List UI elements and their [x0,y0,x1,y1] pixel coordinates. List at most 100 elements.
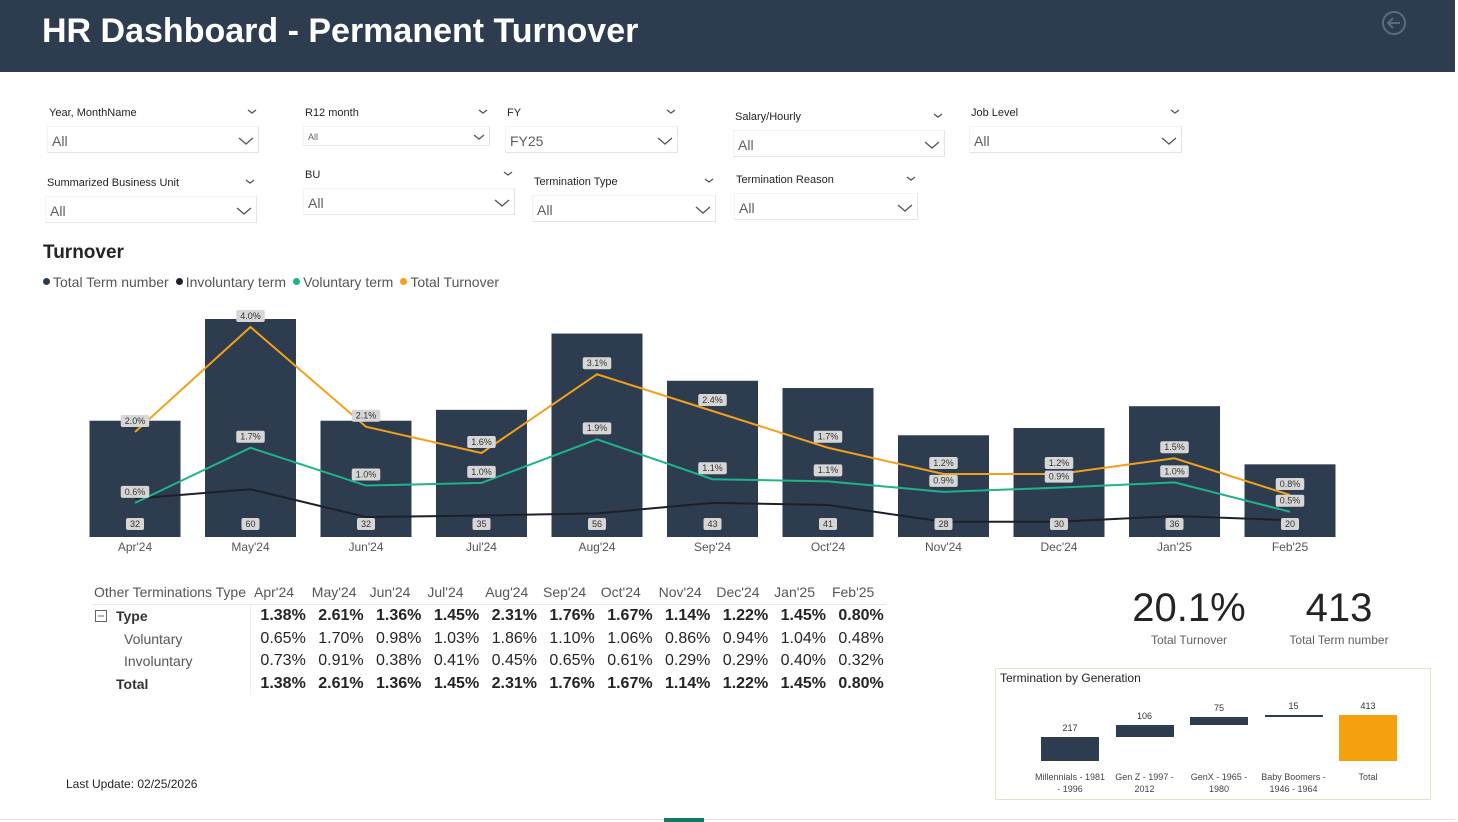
data-label: 75 [1213,702,1224,713]
data-label: 1.7% [240,432,261,442]
table-cell: 1.76% [549,674,595,692]
data-label: 2.1% [356,411,377,421]
row-label: Total [116,675,149,692]
data-label: 2.4% [698,394,727,406]
data-label: 1.2% [933,458,954,468]
data-label: 1.2% [1049,458,1070,468]
data-label-box [813,430,843,443]
slicer[interactable]: Summarized Business Unit All [45,177,257,223]
table-cell: 1.86% [491,629,537,647]
slicer[interactable]: Salary/Hourly All [733,111,945,157]
slicer-dropdown[interactable]: All [45,196,257,223]
data-label-box [1160,465,1189,478]
x-tick-label: Millennials - 1981 - 1996 [1034,772,1106,794]
data-label: 413 [1360,701,1376,711]
slicer-dropdown[interactable]: FY25 [505,126,678,153]
data-label: 32 [361,519,371,529]
table-cell: 0.98% [376,629,422,647]
data-label: 60 [245,519,255,529]
back-button[interactable] [1381,10,1407,36]
data-label-box [120,485,150,498]
data-label: 20 [1280,518,1300,530]
table-cell: 0.61% [607,652,653,670]
row-header: Involuntary [92,650,251,673]
column-header: Apr'24 [250,580,308,605]
x-tick-label: Jul'24 [466,540,497,554]
slicer-dropdown[interactable]: All [303,126,490,146]
column-header: Other Terminations Type [92,580,250,605]
table-cell: 1.06% [607,629,653,647]
slicer[interactable]: Job Level All [969,107,1182,153]
data-label-box [703,518,722,530]
data-label: 20 [1285,519,1295,529]
slicer-dropdown[interactable]: All [47,126,259,153]
data-label: 36 [1169,519,1179,529]
data-label-box [1165,518,1184,530]
data-label-box [698,394,727,406]
table-cell: 1.67% [607,674,653,692]
chevron [503,171,513,176]
table-cell: 2.61% [318,607,364,625]
kpi-label: Total Term number [1289,633,1389,647]
table-cell: 1.36% [376,607,422,625]
data-label-box [582,357,612,370]
table-row: Involuntary 0.73% 0.91% 0.38% 0.41% 0.45% 0.65… [92,650,886,673]
slicer[interactable]: R12 month All [303,107,490,146]
data-label-box [356,518,376,530]
data-label: 35 [472,518,491,530]
slicer-label: Termination Reason [736,174,834,186]
data-label: 0.6% [125,487,146,497]
column-header: Jul'24 [423,580,482,605]
data-label-box [813,464,843,477]
data-label: 106 [1136,711,1153,722]
collapse-icon[interactable] [95,610,107,623]
slicer-label: Year, MonthName [49,107,137,119]
legend-marker [43,278,50,285]
data-label: 41 [823,519,833,529]
table-cell: 0.80% [838,674,884,692]
chevron [933,113,943,118]
slicer-value: All [537,201,553,218]
x-tick-label: Sep'24 [694,540,731,554]
slicer[interactable]: Termination Type All [532,176,716,222]
active-page-tab[interactable] [664,818,704,822]
slicer[interactable]: Termination Reason All [734,174,918,220]
data-label: 1.5% [1160,441,1189,454]
table-cell: 2.61% [318,674,364,692]
slicer[interactable]: Year, MonthName All [47,107,259,153]
slicer[interactable]: BU All [303,169,515,215]
data-label-box [929,457,958,469]
table-cell: 0.45% [491,652,537,670]
data-label-box [587,518,607,530]
data-label: 15 [1288,701,1299,711]
slicer-dropdown[interactable]: All [734,193,918,220]
slicer[interactable]: FY FY25 [505,107,678,153]
data-label: 35 [476,519,486,529]
column-header: Feb'25 [827,580,886,605]
data-label: 1.0% [467,465,496,478]
table-cell: 1.45% [433,674,480,692]
chevron [478,109,488,114]
data-label: 2.4% [702,395,723,405]
data-label-box [1275,494,1305,507]
data-label: 28 [934,518,953,530]
chevron [897,204,913,212]
row-header: Type [92,604,251,628]
table-cell: 0.29% [665,652,711,670]
line [134,325,1291,496]
slicer-value: All [974,132,990,149]
x-tick-label: Jan'25 [1157,540,1192,554]
data-label-box [1160,441,1189,454]
legend-label: Total Term number [53,274,169,290]
slicer-dropdown[interactable]: All [303,188,515,215]
x-tick-label: Baby Boomers - 1946 - 1964 [1261,772,1326,794]
table-cell: 1.22% [722,607,769,625]
slicer-dropdown[interactable]: All [532,195,716,222]
x-tick-label: GenX - 1965 - 1980 [1190,772,1248,794]
data-label: 217 [1062,722,1078,733]
data-label: 1.1% [698,462,727,475]
kpi-value: 20.1% [1132,586,1246,630]
slicer-dropdown[interactable]: All [733,130,945,157]
slicer-dropdown[interactable]: All [969,126,1182,153]
column-header: Nov'24 [654,580,713,605]
